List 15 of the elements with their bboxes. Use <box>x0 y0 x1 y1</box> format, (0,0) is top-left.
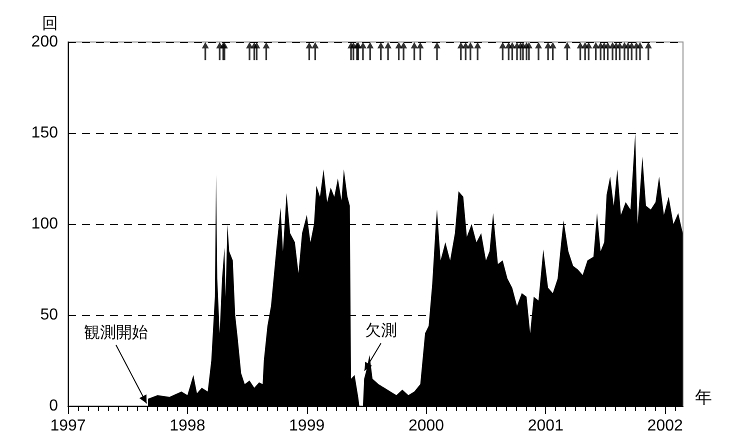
y-axis-title: 回 <box>42 16 58 32</box>
y-tick-label: 150 <box>31 124 58 142</box>
annotation: 欠測 <box>364 322 397 340</box>
x-tick-label: 1997 <box>50 418 86 434</box>
y-tick-label: 200 <box>31 34 58 50</box>
x-tick-label: 2002 <box>647 418 683 434</box>
x-tick-label: 1998 <box>170 418 206 434</box>
x-tick-label: 1999 <box>289 418 325 434</box>
x-tick-label: 2000 <box>408 418 444 434</box>
annotation: 観測開始 <box>84 324 148 342</box>
y-tick-label: 100 <box>31 216 58 232</box>
y-tick-label: 0 <box>49 398 58 414</box>
x-tick-label: 2001 <box>528 418 564 434</box>
y-tick-label: 50 <box>40 306 58 324</box>
x-axis-title: 年 <box>695 388 712 407</box>
